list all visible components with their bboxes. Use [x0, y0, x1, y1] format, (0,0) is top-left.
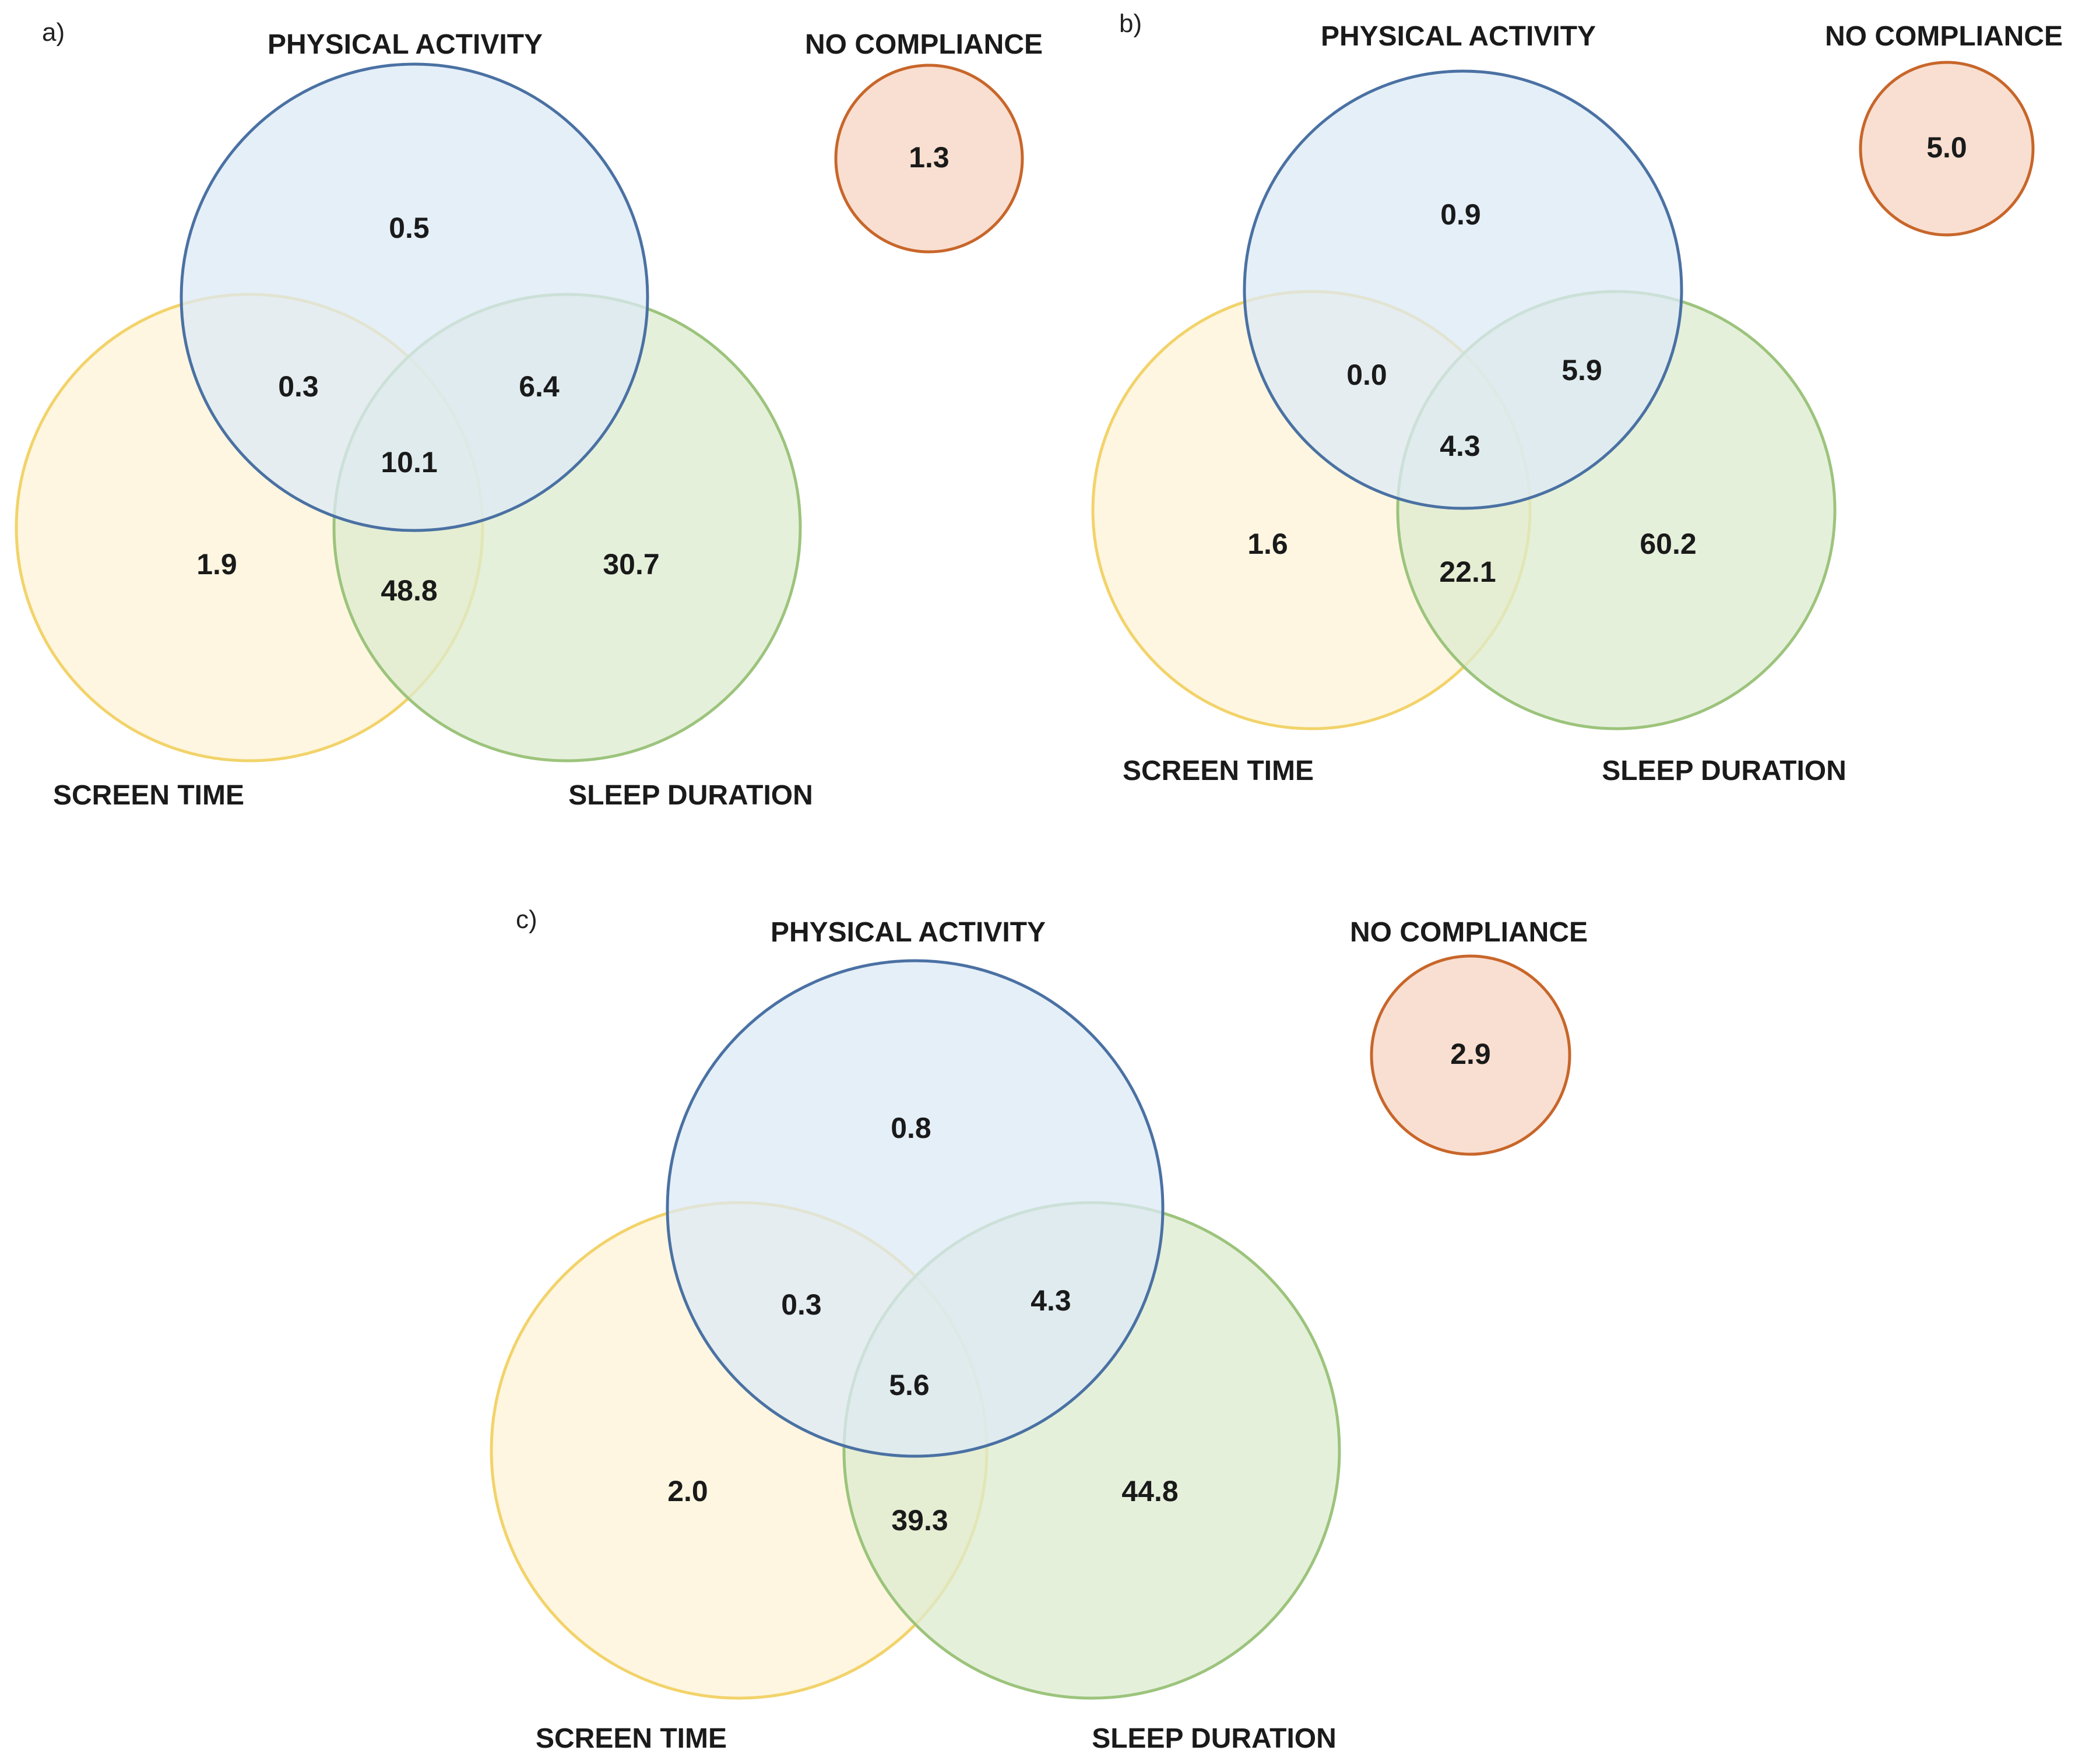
panel-a-physical-label: PHYSICAL ACTIVITY — [268, 29, 543, 60]
panel-c-screen-only-value: 2.0 — [667, 1475, 708, 1508]
panel-c-physical-circle — [666, 959, 1165, 1458]
panel-b-all-three-value: 4.3 — [1440, 430, 1480, 462]
panel-a-physical-circle — [180, 62, 649, 532]
panel-b-none-circle — [1859, 61, 2035, 237]
panel-b: b) PHYSICAL ACTIVITY NO COMPLIANCE SCREE… — [1091, 9, 2063, 786]
panel-c: c) PHYSICAL ACTIVITY NO COMPLIANCE SCREE… — [490, 905, 1588, 1754]
panel-b-none-label: NO COMPLIANCE — [1825, 21, 2063, 52]
panel-b-screen-label: SCREEN TIME — [1123, 756, 1314, 786]
panel-c-all-three-value: 5.6 — [889, 1369, 930, 1401]
panel-b-physical-label: PHYSICAL ACTIVITY — [1321, 21, 1596, 52]
panel-b-sleep-only-value: 60.2 — [1640, 528, 1696, 560]
panel-c-none-circle — [1370, 954, 1571, 1156]
panel-b-physical-circle — [1243, 69, 1683, 510]
panel-a-screen-label: SCREEN TIME — [53, 780, 244, 811]
panel-a-sleep-only-value: 30.7 — [603, 548, 659, 581]
panel-b-physical-screen-value: 0.0 — [1346, 359, 1387, 391]
panel-a-screen-only-value: 1.9 — [196, 548, 237, 581]
panel-c-physical-sleep-value: 4.3 — [1031, 1284, 1071, 1317]
panel-a-none-value: 1.3 — [909, 141, 949, 174]
panel-a-none-label: NO COMPLIANCE — [805, 29, 1043, 60]
panel-c-none-value: 2.9 — [1450, 1038, 1491, 1070]
panel-a-physical-screen-value: 0.3 — [278, 370, 319, 403]
panel-b-tag: b) — [1119, 9, 1142, 38]
panel-c-sleep-only-value: 44.8 — [1121, 1475, 1178, 1508]
panel-c-physical-label: PHYSICAL ACTIVITY — [771, 917, 1046, 948]
panel-c-tag: c) — [516, 905, 537, 934]
panel-a-screen-sleep-value: 48.8 — [381, 574, 437, 607]
panel-a-none-circle — [834, 64, 1024, 254]
panel-c-physical-only-value: 0.8 — [891, 1112, 931, 1144]
panel-b-physical-sleep-value: 5.9 — [1561, 354, 1602, 386]
panel-b-sleep-label: SLEEP DURATION — [1602, 756, 1847, 786]
panel-c-none-label: NO COMPLIANCE — [1350, 917, 1588, 948]
panel-a: a) PHYSICAL ACTIVITY NO COMPLIANCE SCREE… — [15, 18, 1043, 811]
panel-b-none-value: 5.0 — [1926, 131, 1967, 164]
panel-a-physical-only-value: 0.5 — [389, 212, 430, 244]
panel-a-sleep-label: SLEEP DURATION — [568, 780, 813, 811]
panel-b-screen-only-value: 1.6 — [1247, 528, 1288, 560]
panel-c-screen-sleep-value: 39.3 — [891, 1504, 948, 1537]
panel-c-sleep-label: SLEEP DURATION — [1092, 1723, 1337, 1754]
panel-b-physical-only-value: 0.9 — [1440, 198, 1481, 231]
panel-c-physical-screen-value: 0.3 — [781, 1288, 822, 1321]
panel-a-tag: a) — [42, 18, 65, 47]
panel-a-physical-sleep-value: 6.4 — [519, 370, 560, 403]
panel-c-screen-label: SCREEN TIME — [536, 1723, 727, 1754]
panel-b-screen-sleep-value: 22.1 — [1439, 556, 1496, 588]
panel-a-all-three-value: 10.1 — [381, 446, 437, 479]
